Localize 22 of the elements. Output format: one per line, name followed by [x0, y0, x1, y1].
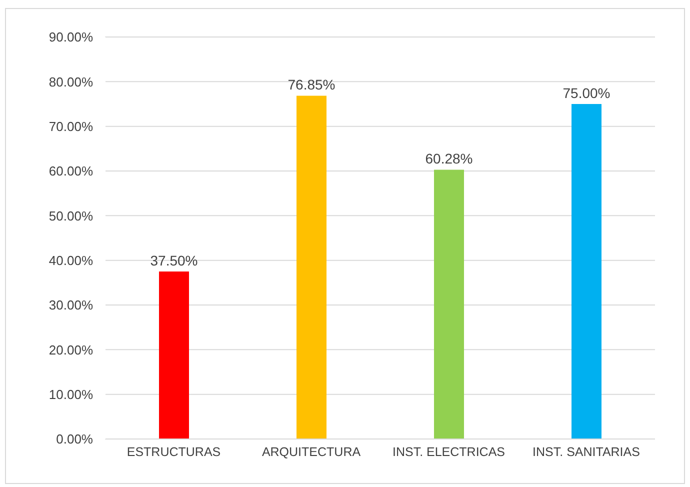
y-tick-label: 10.00%	[48, 386, 94, 402]
y-tick-label: 70.00%	[48, 118, 94, 134]
data-label: 76.85%	[288, 76, 336, 93]
bar	[159, 272, 189, 439]
y-tick-label: 40.00%	[48, 252, 94, 268]
bar	[296, 96, 326, 439]
y-tick-label: 30.00%	[48, 298, 94, 313]
y-tick-label: 50.00%	[48, 208, 94, 224]
x-tick-label: INST. ELECTRICAS	[392, 444, 506, 459]
x-tick-label: INST. SANITARIAS	[532, 444, 640, 459]
y-tick-label: 90.00%	[48, 30, 94, 45]
x-tick-label: ARQUITECTURA	[262, 444, 362, 459]
data-label: 60.28%	[425, 150, 473, 167]
y-tick-label: 60.00%	[48, 164, 94, 179]
x-tick-label: ESTRUCTURAS	[126, 444, 221, 459]
y-tick-label: 0.00%	[56, 432, 94, 447]
data-label: 37.50%	[150, 252, 198, 268]
bar	[572, 104, 602, 439]
data-label: 75.00%	[562, 85, 610, 101]
bar	[434, 170, 464, 439]
y-tick-label: 20.00%	[48, 342, 94, 358]
y-tick-label: 80.00%	[48, 74, 94, 90]
